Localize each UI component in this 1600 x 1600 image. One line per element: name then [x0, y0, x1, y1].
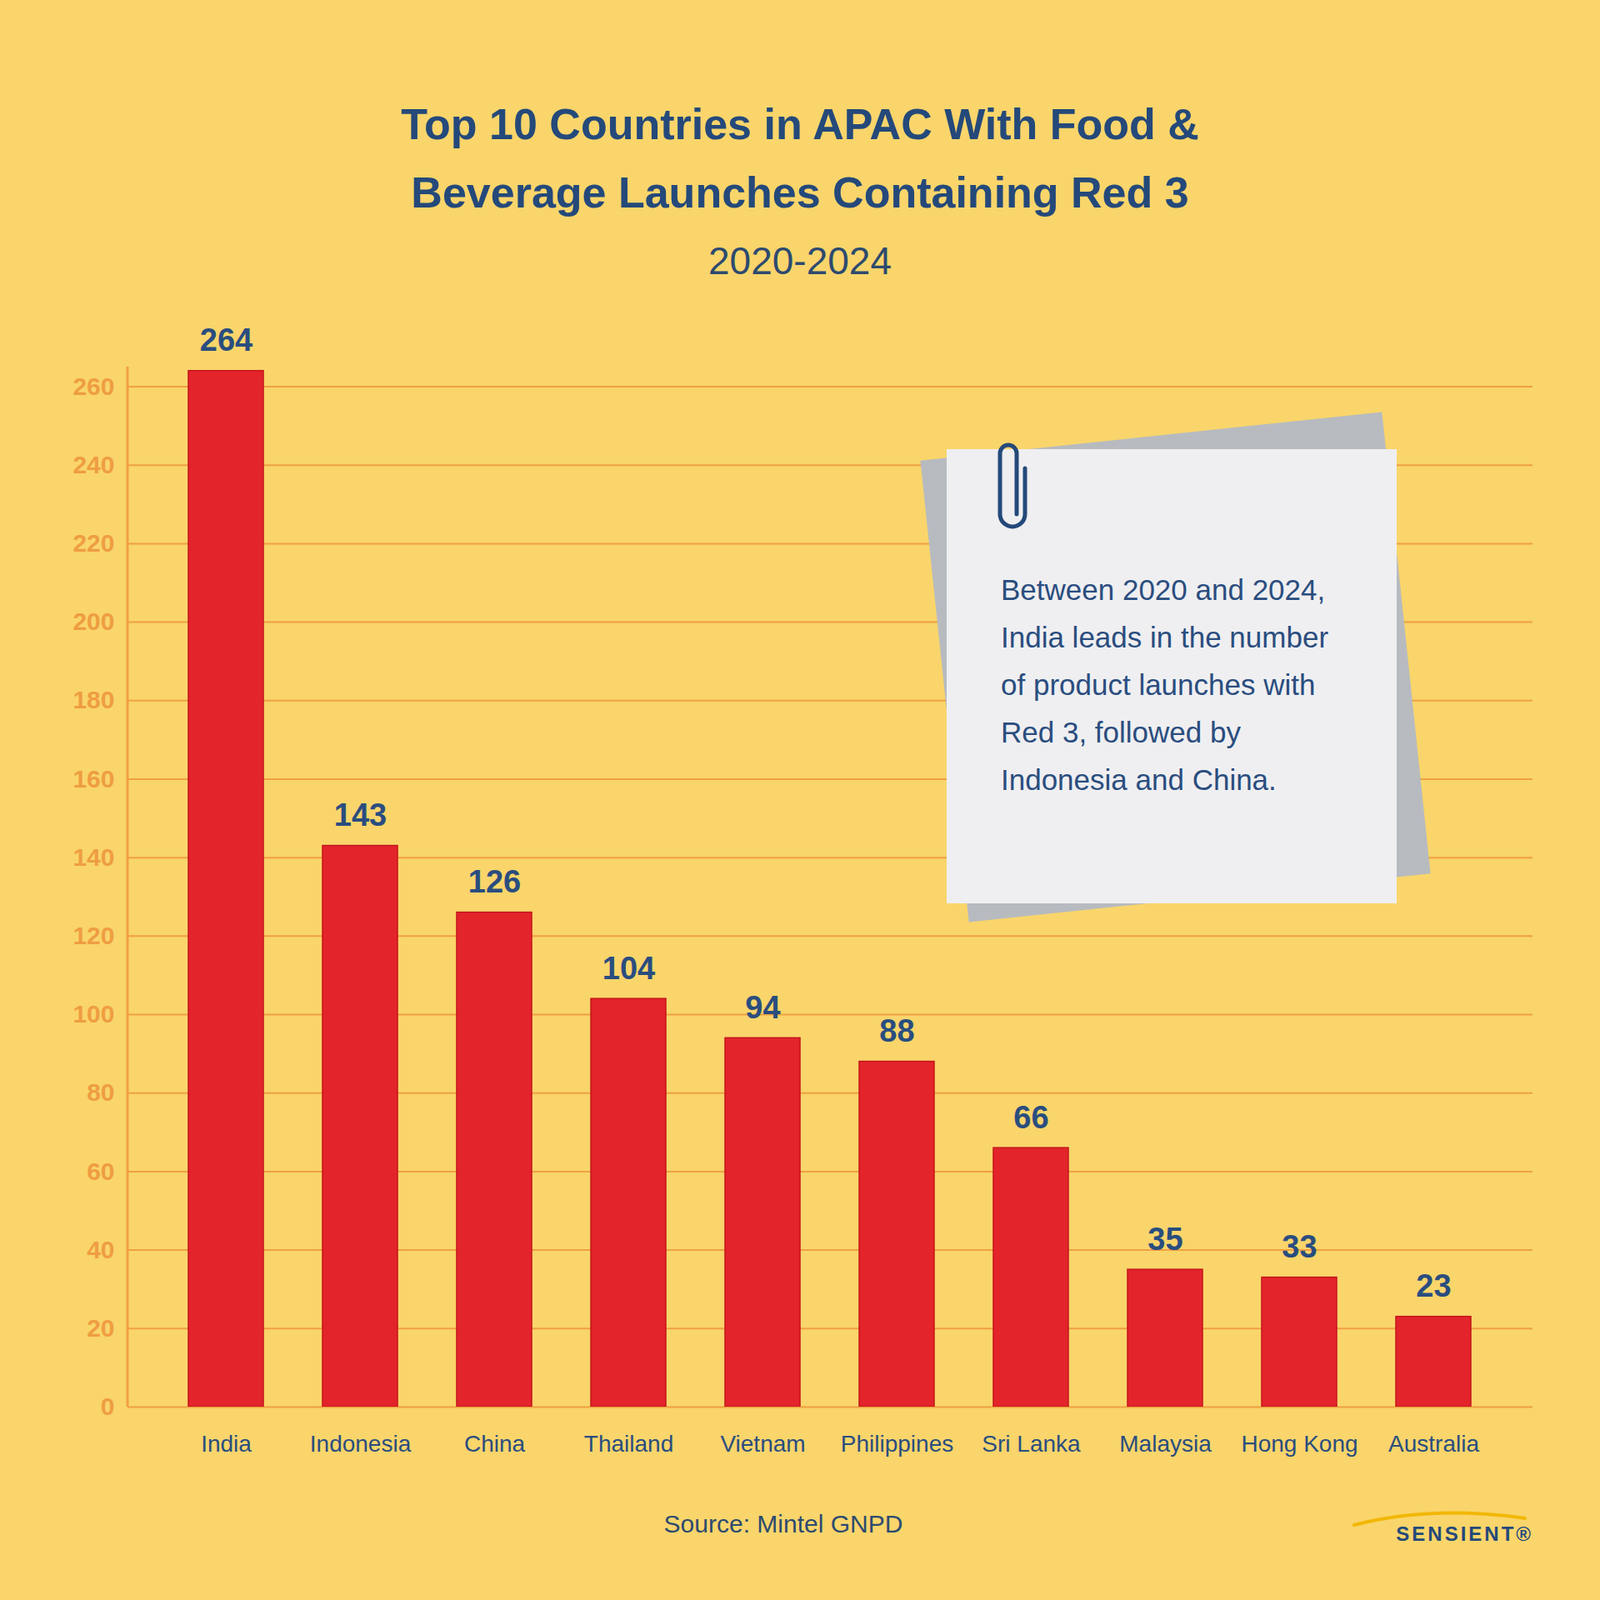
svg-text:Thailand: Thailand: [584, 1430, 674, 1457]
svg-text:Malaysia: Malaysia: [1119, 1430, 1212, 1457]
svg-text:23: 23: [1415, 1268, 1451, 1304]
html-text:Top 10 Countries in APAC With: Top 10 Countries in APAC With Food & Bev…: [401, 100, 1199, 217]
svg-text:260: 260: [72, 372, 115, 400]
svg-text:66: 66: [1013, 1100, 1049, 1135]
svg-text:100: 100: [72, 1000, 115, 1028]
svg-text:Vietnam: Vietnam: [720, 1430, 805, 1457]
svg-text:126: 126: [468, 864, 521, 900]
svg-text:120: 120: [72, 921, 115, 950]
svg-text:104: 104: [602, 950, 655, 986]
svg-text:Philippines: Philippines: [840, 1430, 954, 1457]
svg-text:60: 60: [86, 1157, 115, 1185]
html-text:Source: Mintel GNPD: Source: Mintel GNPD: [663, 1510, 903, 1538]
svg-text:Sri Lanka: Sri Lanka: [981, 1430, 1081, 1457]
svg-text:40: 40: [86, 1235, 115, 1264]
html-text:2020-2024: 2020-2024: [708, 239, 892, 283]
svg-text:35: 35: [1147, 1221, 1183, 1257]
svg-text:240: 240: [72, 450, 115, 479]
svg-text:94: 94: [745, 990, 780, 1025]
svg-text:Australia: Australia: [1388, 1430, 1480, 1457]
svg-text:140: 140: [72, 843, 115, 871]
svg-text:India: India: [200, 1430, 252, 1457]
svg-text:264: 264: [200, 322, 253, 358]
svg-text:88: 88: [879, 1013, 915, 1049]
svg-text:200: 200: [72, 607, 115, 635]
html-text:Between 2020 and 2024, India l: Between 2020 and 2024, India leads in th…: [1000, 573, 1329, 796]
svg-text:20: 20: [86, 1314, 115, 1342]
svg-text:Indonesia: Indonesia: [310, 1430, 412, 1457]
svg-text:33: 33: [1281, 1229, 1317, 1265]
svg-text:143: 143: [334, 797, 387, 833]
svg-text:80: 80: [86, 1078, 115, 1106]
svg-text:0: 0: [100, 1392, 115, 1420]
svg-text:China: China: [464, 1430, 526, 1457]
svg-text:180: 180: [72, 685, 115, 714]
html-text:SENSIENT®: SENSIENT®: [1396, 1522, 1534, 1545]
svg-text:Hong Kong: Hong Kong: [1240, 1430, 1358, 1457]
svg-text:220: 220: [72, 529, 115, 557]
svg-text:160: 160: [72, 765, 115, 793]
